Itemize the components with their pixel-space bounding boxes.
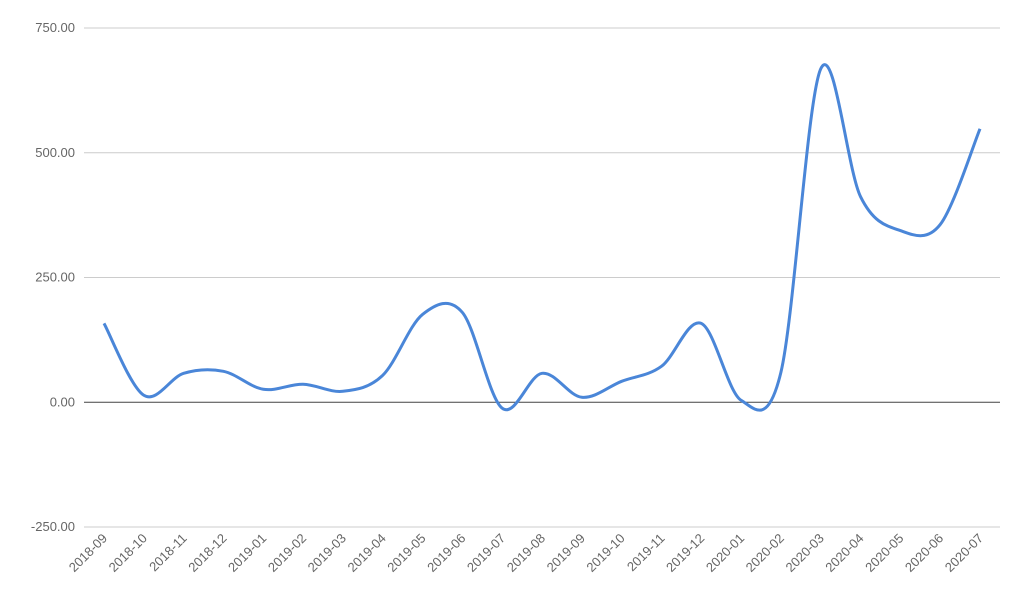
y-tick-label: 0.00: [50, 394, 75, 409]
x-tick-label: 2019-03: [305, 531, 349, 575]
y-tick-label: -250.00: [31, 519, 75, 534]
line: [102, 63, 982, 412]
x-tick-label: 2018-11: [146, 531, 190, 575]
x-tick-label: 2019-01: [225, 531, 269, 575]
x-tick-label: 2020-01: [703, 531, 747, 575]
y-tick-label: 500.00: [35, 145, 75, 160]
x-tick-label: 2020-03: [782, 531, 826, 575]
x-tick-label: 2019-10: [583, 531, 627, 575]
x-tick-label: 2019-02: [265, 531, 309, 575]
x-tick-label: 2018-12: [185, 531, 229, 575]
x-tick-label: 2020-07: [942, 531, 986, 575]
x-tick-label: 2019-04: [344, 531, 388, 575]
x-tick-label: 2019-11: [624, 531, 668, 575]
x-tick-label: 2020-06: [902, 531, 946, 575]
x-tick-label: 2018-09: [66, 531, 110, 575]
x-tick-label: 2020-04: [822, 531, 866, 575]
y-tick-label: 250.00: [35, 270, 75, 285]
y-tick-label: 750.00: [35, 20, 75, 35]
x-tick-label: 2019-06: [424, 531, 468, 575]
x-tick-label: 2020-05: [862, 531, 906, 575]
x-tick-label: 2019-09: [544, 531, 588, 575]
x-tick-label: 2019-07: [464, 531, 508, 575]
x-tick-label: 2019-08: [504, 531, 548, 575]
x-tick-label: 2020-02: [743, 531, 787, 575]
x-tick-label: 2019-05: [384, 531, 428, 575]
x-tick-label: 2018-10: [106, 531, 150, 575]
x-tick-label: 2019-12: [663, 531, 707, 575]
